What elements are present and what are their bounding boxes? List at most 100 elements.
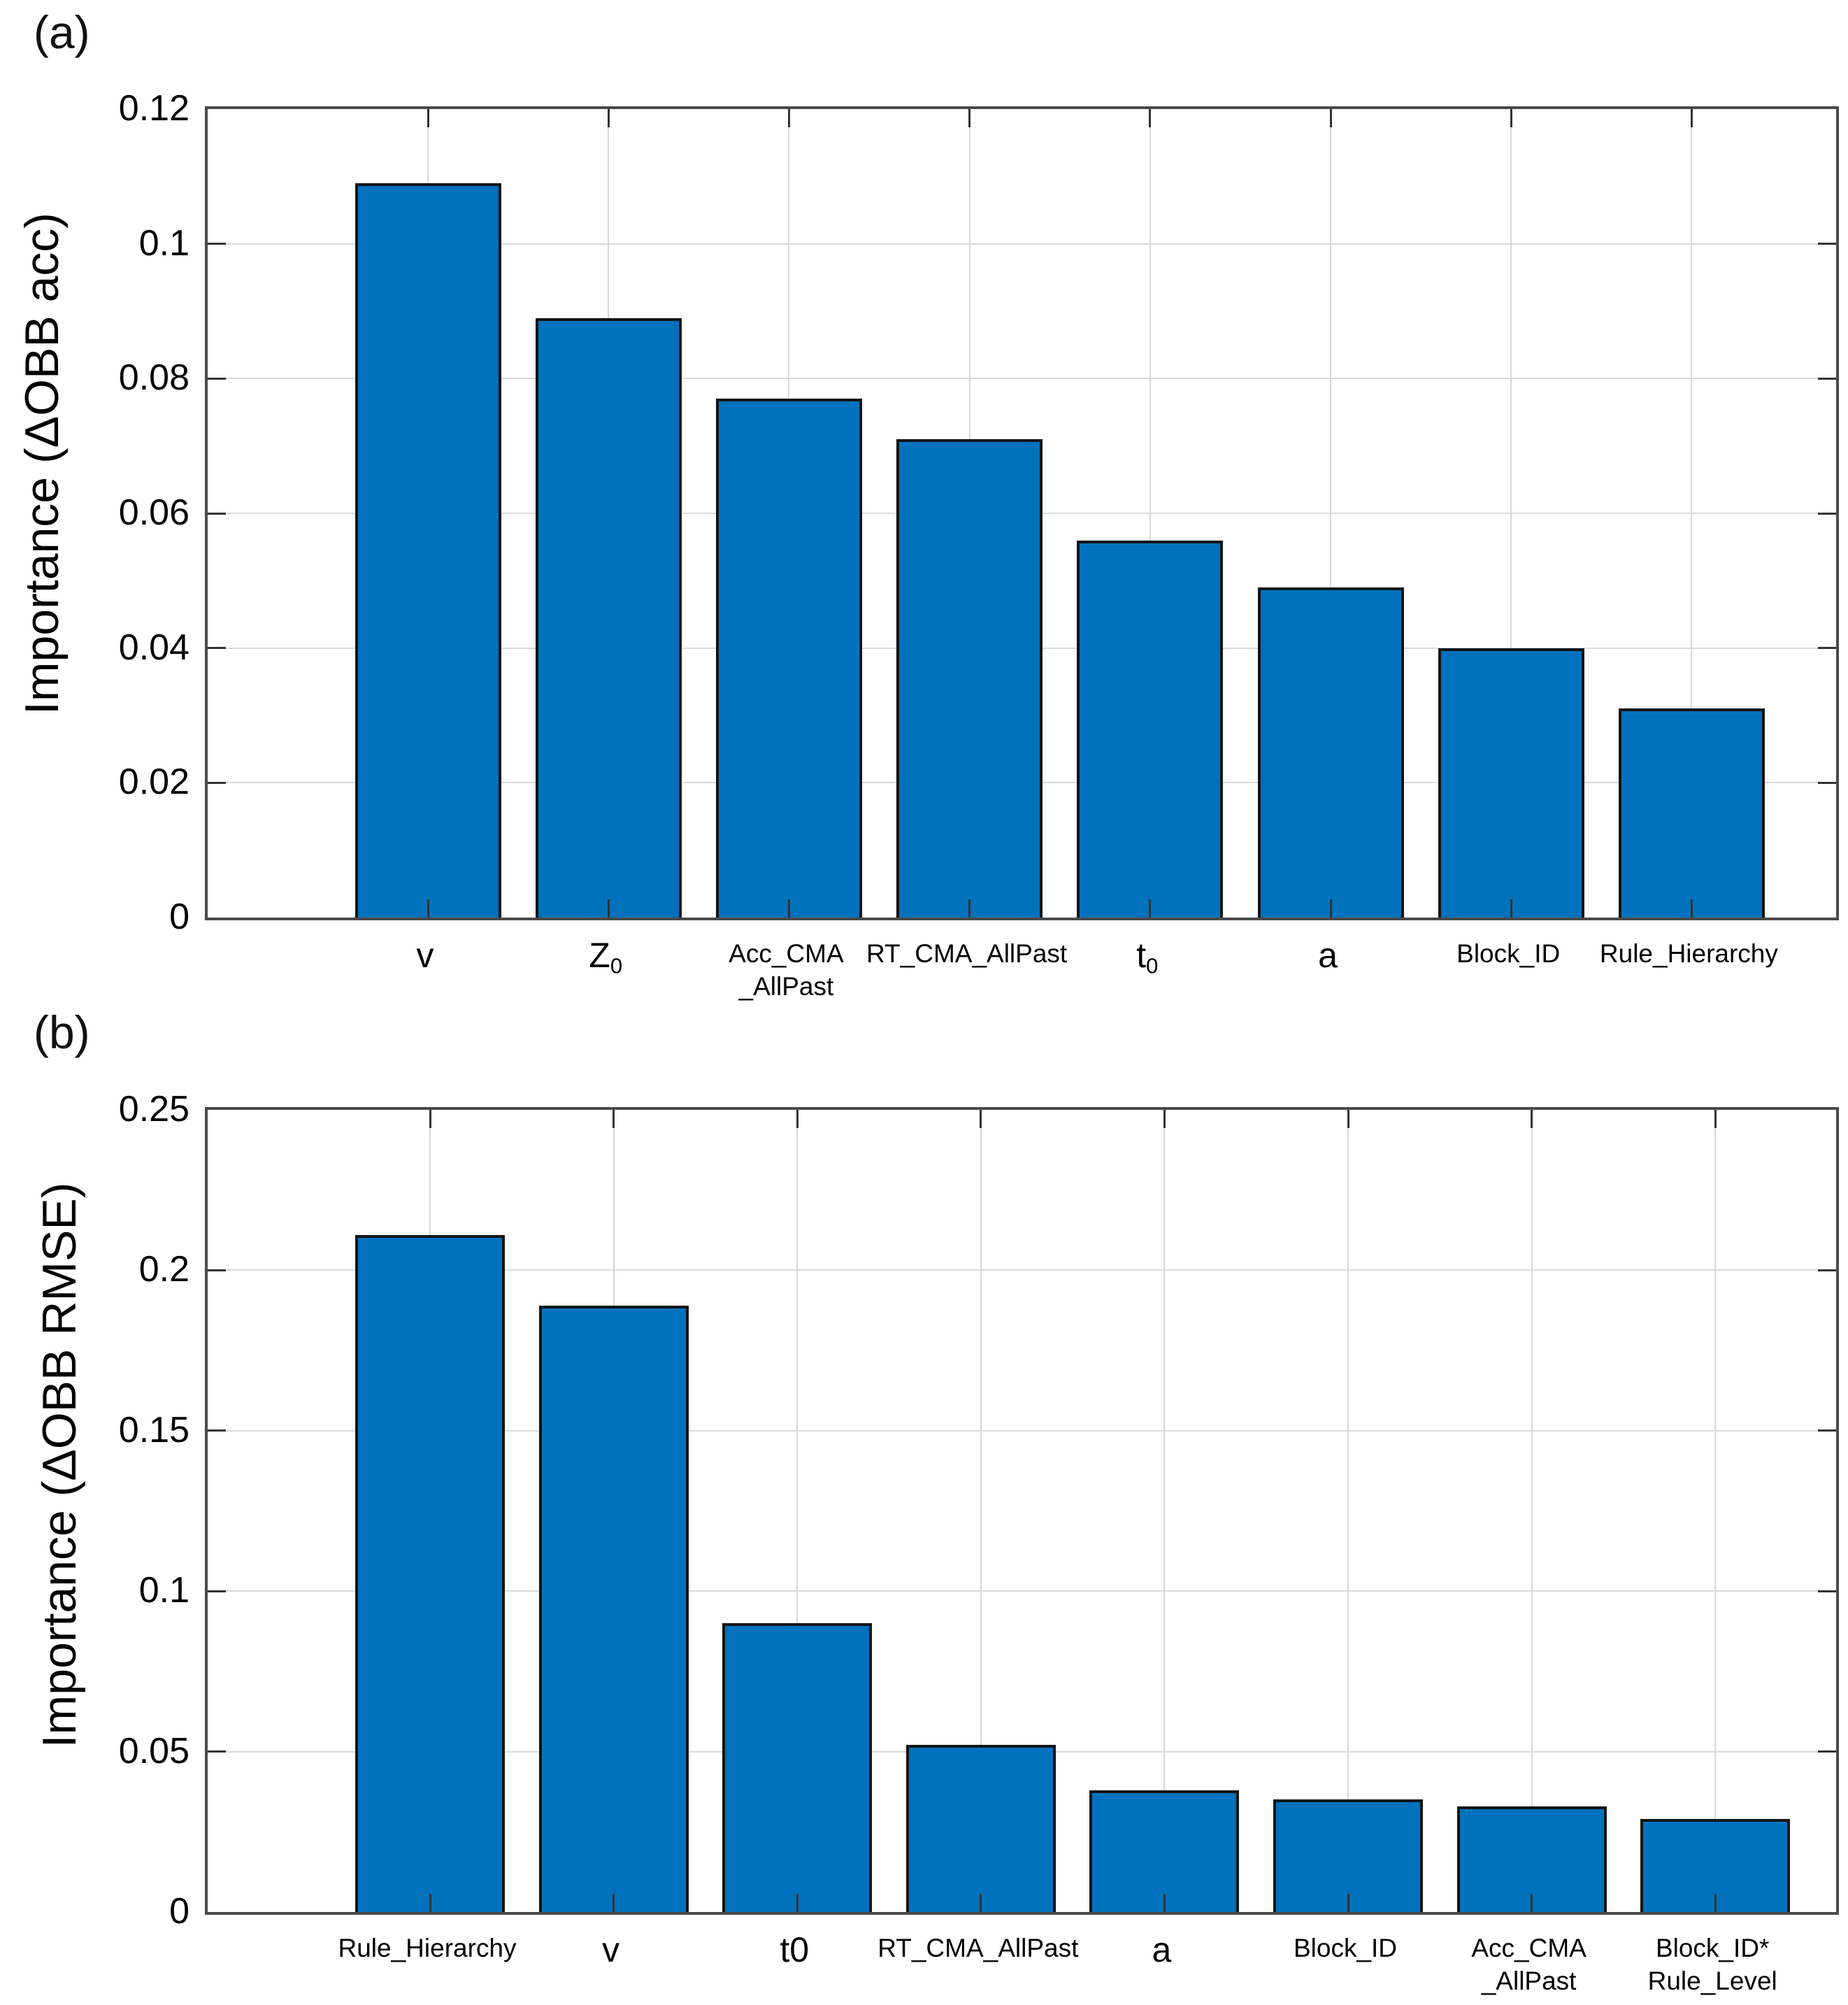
x-tick-top — [1347, 1110, 1349, 1128]
x-tick-label-line: RT_CMA_AllPast — [817, 1932, 1139, 1964]
v-gridline — [1163, 1110, 1166, 1912]
label-text: RT_CMA_AllPast — [866, 939, 1068, 968]
x-tick-top — [1510, 109, 1512, 127]
v-gridline — [1149, 109, 1151, 918]
y-tick-label: 0 — [169, 1891, 189, 1932]
y-tick-label: 0.15 — [118, 1409, 189, 1450]
x-tick-top — [1690, 109, 1693, 127]
x-tick-label-line: Rule_Hierarchy — [1528, 937, 1848, 970]
bar-Block_ID — [1438, 648, 1584, 918]
x-tick-label-line: Acc_CMA — [625, 937, 947, 970]
x-tick-label-Rule_Hierarchy: Rule_Hierarchy — [266, 1932, 588, 1964]
x-tick-label-Block_ID*Rule_Level: Block_ID* Rule_Level — [1552, 1932, 1848, 1997]
v-gridline — [1510, 109, 1512, 918]
v-gridline — [796, 1110, 798, 1912]
y-tick-label: 0.06 — [118, 492, 189, 533]
x-tick-top — [607, 109, 610, 127]
v-gridline — [1347, 1110, 1349, 1912]
bar-Rule_Hierarchy — [355, 1235, 505, 1912]
bar-Block_ID — [1273, 1799, 1423, 1912]
x-tick-bottom — [613, 1894, 615, 1912]
x-tick-top — [1149, 109, 1152, 127]
x-tick-label-line: Rule_Level — [1552, 1964, 1848, 1997]
x-tick-bottom — [1163, 1894, 1166, 1912]
v-gridline — [1691, 109, 1693, 918]
x-tick-bottom — [607, 899, 610, 918]
v-gridline — [1714, 1110, 1717, 1912]
panel-a-label: (a) — [34, 6, 90, 58]
x-tick-label-RT_CMA_AllPast: RT_CMA_AllPast — [817, 1932, 1139, 1964]
x-tick-label-t0: t0 — [633, 1932, 955, 1968]
bar-Acc_CMA_AllPast — [716, 399, 862, 918]
bar-Z_0 — [536, 318, 682, 918]
x-tick-label-line: Block_ID* — [1552, 1932, 1848, 1964]
x-tick-label-a: a — [1001, 1932, 1322, 1968]
label-text: Z — [589, 936, 610, 975]
y-tick-label: 0.1 — [138, 1570, 189, 1611]
bar-a — [1089, 1790, 1239, 1912]
label-text: Block_ID — [1293, 1934, 1398, 1962]
bar-RT_CMA_AllPast — [896, 439, 1043, 918]
x-tick-label-line: v — [450, 1932, 772, 1968]
y-tick-right — [1818, 377, 1836, 380]
x-tick-bottom — [1714, 1894, 1717, 1912]
x-tick-bottom — [1531, 1894, 1533, 1912]
x-tick-label-Block_ID: Block_ID — [1184, 1932, 1506, 1964]
x-tick-label-line: _AllPast — [1368, 1964, 1690, 1997]
panel-b-plot-area — [205, 1107, 1839, 1915]
x-tick-label-Acc_CMA_AllPast: Acc_CMA _AllPast — [1368, 1932, 1690, 1997]
x-tick-label-line: Block_ID — [1184, 1932, 1506, 1964]
panel-b-label: (b) — [34, 1006, 90, 1058]
x-tick-label-line: t0 — [987, 937, 1308, 985]
label-text: t0 — [780, 1930, 810, 1969]
subscript-text: 0 — [610, 953, 623, 978]
x-tick-bottom — [1510, 899, 1512, 918]
x-tick-label-line: t0 — [633, 1932, 955, 1968]
x-tick-label-a: a — [1167, 937, 1489, 973]
label-text: Block_ID — [1456, 939, 1561, 968]
x-tick-label-RT_CMA_AllPast: RT_CMA_AllPast — [806, 937, 1128, 970]
bar-RT_CMA_AllPast — [906, 1745, 1056, 1912]
y-tick-left — [208, 512, 226, 515]
label-text: v — [416, 936, 434, 975]
y-tick-label: 0.08 — [118, 357, 189, 399]
x-tick-label-v: v — [450, 1932, 772, 1968]
label-text: _AllPast — [738, 972, 834, 1001]
x-tick-top — [796, 1110, 798, 1128]
y-tick-right — [1818, 781, 1836, 784]
y-tick-right — [1818, 512, 1836, 515]
y-tick-right — [1818, 1750, 1836, 1753]
v-gridline — [1531, 1110, 1533, 1912]
v-gridline — [1330, 109, 1331, 918]
y-tick-label: 0.1 — [138, 222, 189, 264]
label-text: a — [1152, 1930, 1172, 1969]
subscript-text: 0 — [1146, 953, 1159, 978]
h-gridline — [208, 243, 1836, 245]
y-tick-right — [1818, 647, 1836, 650]
h-gridline — [208, 1590, 1836, 1592]
x-tick-bottom — [1347, 1894, 1349, 1912]
label-text: Rule_Hierarchy — [1599, 939, 1778, 968]
bar-v — [539, 1306, 689, 1912]
x-tick-top — [1714, 1110, 1717, 1128]
x-tick-bottom — [429, 1894, 431, 1912]
x-tick-bottom — [980, 1894, 982, 1912]
x-tick-top — [787, 109, 790, 127]
bar-t0 — [722, 1623, 872, 1912]
x-tick-bottom — [787, 899, 790, 918]
x-tick-label-line: Acc_CMA — [1368, 1932, 1690, 1964]
panel-a-plot-area — [205, 106, 1839, 920]
x-tick-label-v: v — [264, 937, 586, 973]
y-tick-left — [208, 781, 226, 784]
label-text: Rule_Hierarchy — [338, 1934, 517, 1962]
y-tick-label: 0.02 — [118, 762, 189, 803]
y-tick-left — [208, 243, 226, 245]
x-tick-bottom — [1149, 899, 1152, 918]
x-tick-label-line: RT_CMA_AllPast — [806, 937, 1128, 970]
label-text: a — [1318, 936, 1338, 975]
x-tick-top — [1163, 1110, 1166, 1128]
y-tick-right — [1818, 1429, 1836, 1432]
y-tick-label: 0.12 — [118, 88, 189, 129]
bar-t_0 — [1077, 541, 1223, 918]
